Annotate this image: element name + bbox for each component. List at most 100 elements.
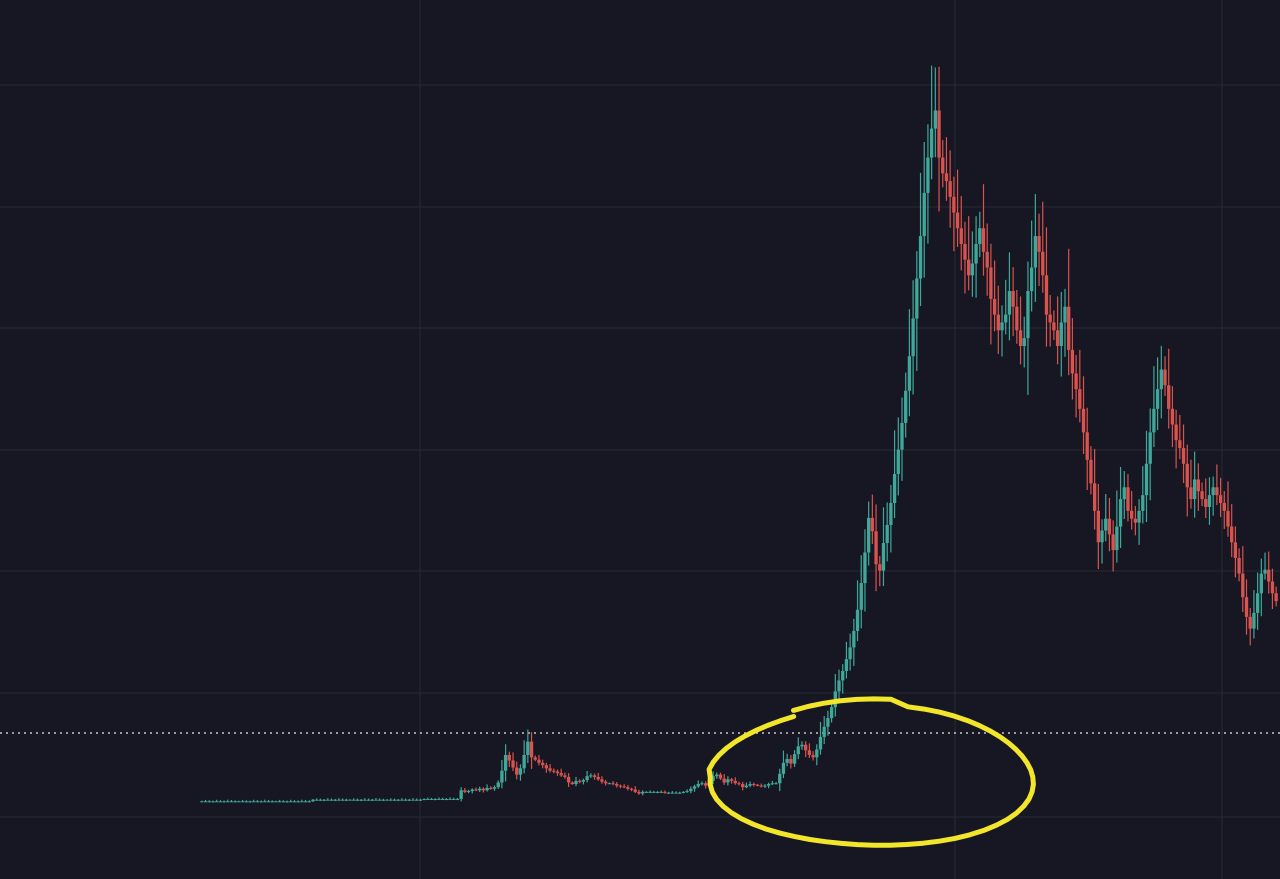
candle-body [815, 749, 819, 758]
candle-body [585, 776, 589, 781]
candle-body [1241, 573, 1245, 598]
candle-body [592, 775, 597, 777]
candle-body [311, 799, 315, 802]
candle-body [1148, 432, 1152, 464]
candle-body [366, 799, 371, 801]
candle-body [937, 110, 941, 158]
candle-body [811, 754, 815, 758]
candle-body [848, 647, 852, 660]
candle-body [1263, 569, 1267, 574]
candle-body [726, 779, 730, 783]
candle-body [537, 759, 541, 763]
candle-body [633, 789, 637, 792]
candle-body [359, 799, 363, 801]
candle-body [892, 473, 897, 503]
candle-body [933, 110, 938, 129]
candle-body [281, 801, 286, 803]
candle-body [240, 801, 245, 803]
candle-body [374, 799, 378, 801]
candle-body [611, 783, 615, 785]
candle-body [770, 783, 775, 785]
candle-body [526, 741, 530, 755]
candle-body [255, 801, 260, 803]
candle-body [1274, 593, 1278, 602]
candle-body [1207, 495, 1212, 507]
candle-body [226, 801, 230, 803]
candle-body [600, 779, 604, 782]
candle-body [607, 783, 612, 785]
candle-body [689, 788, 693, 792]
candle-body [1144, 463, 1149, 496]
candle-body [1152, 408, 1156, 433]
candle-body [355, 799, 360, 801]
candle-body [652, 791, 656, 793]
candle-body [1215, 487, 1219, 496]
candle-body [315, 799, 319, 801]
candle-body [511, 760, 515, 768]
candle-body [455, 798, 460, 800]
candle-body [248, 801, 252, 803]
candle-body [1174, 424, 1178, 441]
candle-body [581, 780, 586, 782]
candle-body [418, 799, 423, 801]
candle-body [859, 583, 863, 610]
candle-body [674, 792, 678, 794]
candle-body [804, 744, 808, 751]
candle-body [1204, 499, 1208, 507]
candle-body [629, 788, 634, 790]
candle-body [985, 251, 989, 268]
candle-body [922, 192, 926, 237]
candle-body [1133, 518, 1138, 523]
candle-body [559, 773, 563, 776]
candle-body [1074, 373, 1078, 390]
candle-body [507, 754, 511, 761]
candle-body [1063, 306, 1067, 323]
candle-body [370, 799, 374, 801]
candle-body [452, 798, 456, 800]
candle-body [407, 799, 411, 801]
candle-body [218, 801, 223, 803]
candle-body [478, 788, 482, 791]
candle-body [389, 799, 393, 801]
candle-body [870, 517, 875, 532]
candle-body [422, 798, 426, 800]
candle-body [889, 503, 893, 525]
candle-body [915, 278, 919, 319]
candle-body [1015, 306, 1019, 331]
candle-body [459, 790, 463, 799]
candle-body [781, 762, 786, 774]
candle-body [492, 787, 497, 789]
candle-body [911, 318, 915, 357]
candle-body [333, 799, 337, 801]
candle-body [348, 799, 352, 801]
candle-body [481, 788, 486, 791]
candle-body [703, 783, 708, 786]
candle-body [1130, 510, 1134, 519]
candle-body [766, 784, 771, 786]
highlight-ellipse [706, 696, 1036, 848]
candle-body [878, 564, 882, 571]
candle-body [596, 776, 600, 780]
candle-body [289, 801, 293, 803]
candle-body [1178, 440, 1182, 449]
candle-body [1029, 267, 1034, 292]
candle-body [252, 801, 256, 803]
candle-body [396, 799, 400, 801]
candle-body [618, 785, 623, 787]
candle-body [641, 791, 645, 794]
candle-body [344, 799, 348, 801]
candle-body [1233, 542, 1238, 558]
candle-body [1000, 322, 1004, 331]
candle-body [681, 791, 686, 793]
candle-body [866, 517, 871, 553]
candle-body [1189, 487, 1193, 500]
candle-body [440, 798, 445, 800]
candle-body [863, 552, 867, 584]
candle-body [659, 791, 663, 793]
candle-body [1226, 510, 1230, 527]
candle-body [244, 801, 248, 803]
candle-body [1255, 593, 1260, 613]
candle-body [337, 799, 341, 801]
candle-body [1192, 479, 1197, 500]
candle-body [818, 736, 823, 750]
